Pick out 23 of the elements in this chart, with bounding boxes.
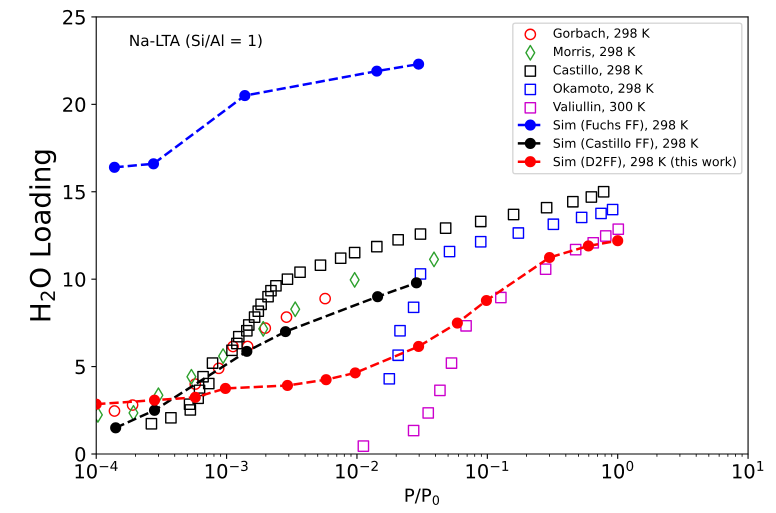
y-tick-label: 15 (64, 184, 85, 200)
legend-label: Sim (D2FF), 298 K (this work) (554, 156, 736, 168)
y-tick-label: 0 (75, 446, 86, 462)
x-tick-label: 10$^{−3}$ (206, 460, 248, 479)
x-axis-title: P/P$_{0}$ (406, 488, 440, 505)
legend-label: Valiullin, 300 K (552, 102, 646, 113)
legend-label: Sim (Castillo FF), 298 K (554, 138, 699, 150)
y-tick-label: 20 (63, 97, 86, 112)
legend-label: Morris, 298 K (554, 46, 636, 58)
legend-label: Castillo, 298 K (554, 64, 643, 76)
x-tick-label: 10$^{−1}$ (466, 461, 508, 479)
legend-label: Sim (Fuchs FF), 298 K (554, 120, 688, 132)
y-tick-label: 25 (63, 10, 85, 25)
y-axis-title: H$_{2}$O Loading (29, 150, 56, 320)
y-tick-label: 10 (64, 272, 86, 287)
y-tick-label: 5 (76, 360, 85, 374)
x-tick-label: 10$^{0}$ (602, 460, 634, 479)
annotation: Na-LTA (Si/Al = 1) (130, 34, 262, 48)
legend-label: Okamoto, 298 K (554, 83, 654, 94)
legend-label: Gorbach, 298 K (554, 28, 650, 40)
x-tick-label: 10$^{−4}$ (76, 461, 118, 479)
x-tick-label: 10$^{−2}$ (336, 460, 378, 479)
x-tick-label: 10$^{1}$ (733, 461, 764, 479)
